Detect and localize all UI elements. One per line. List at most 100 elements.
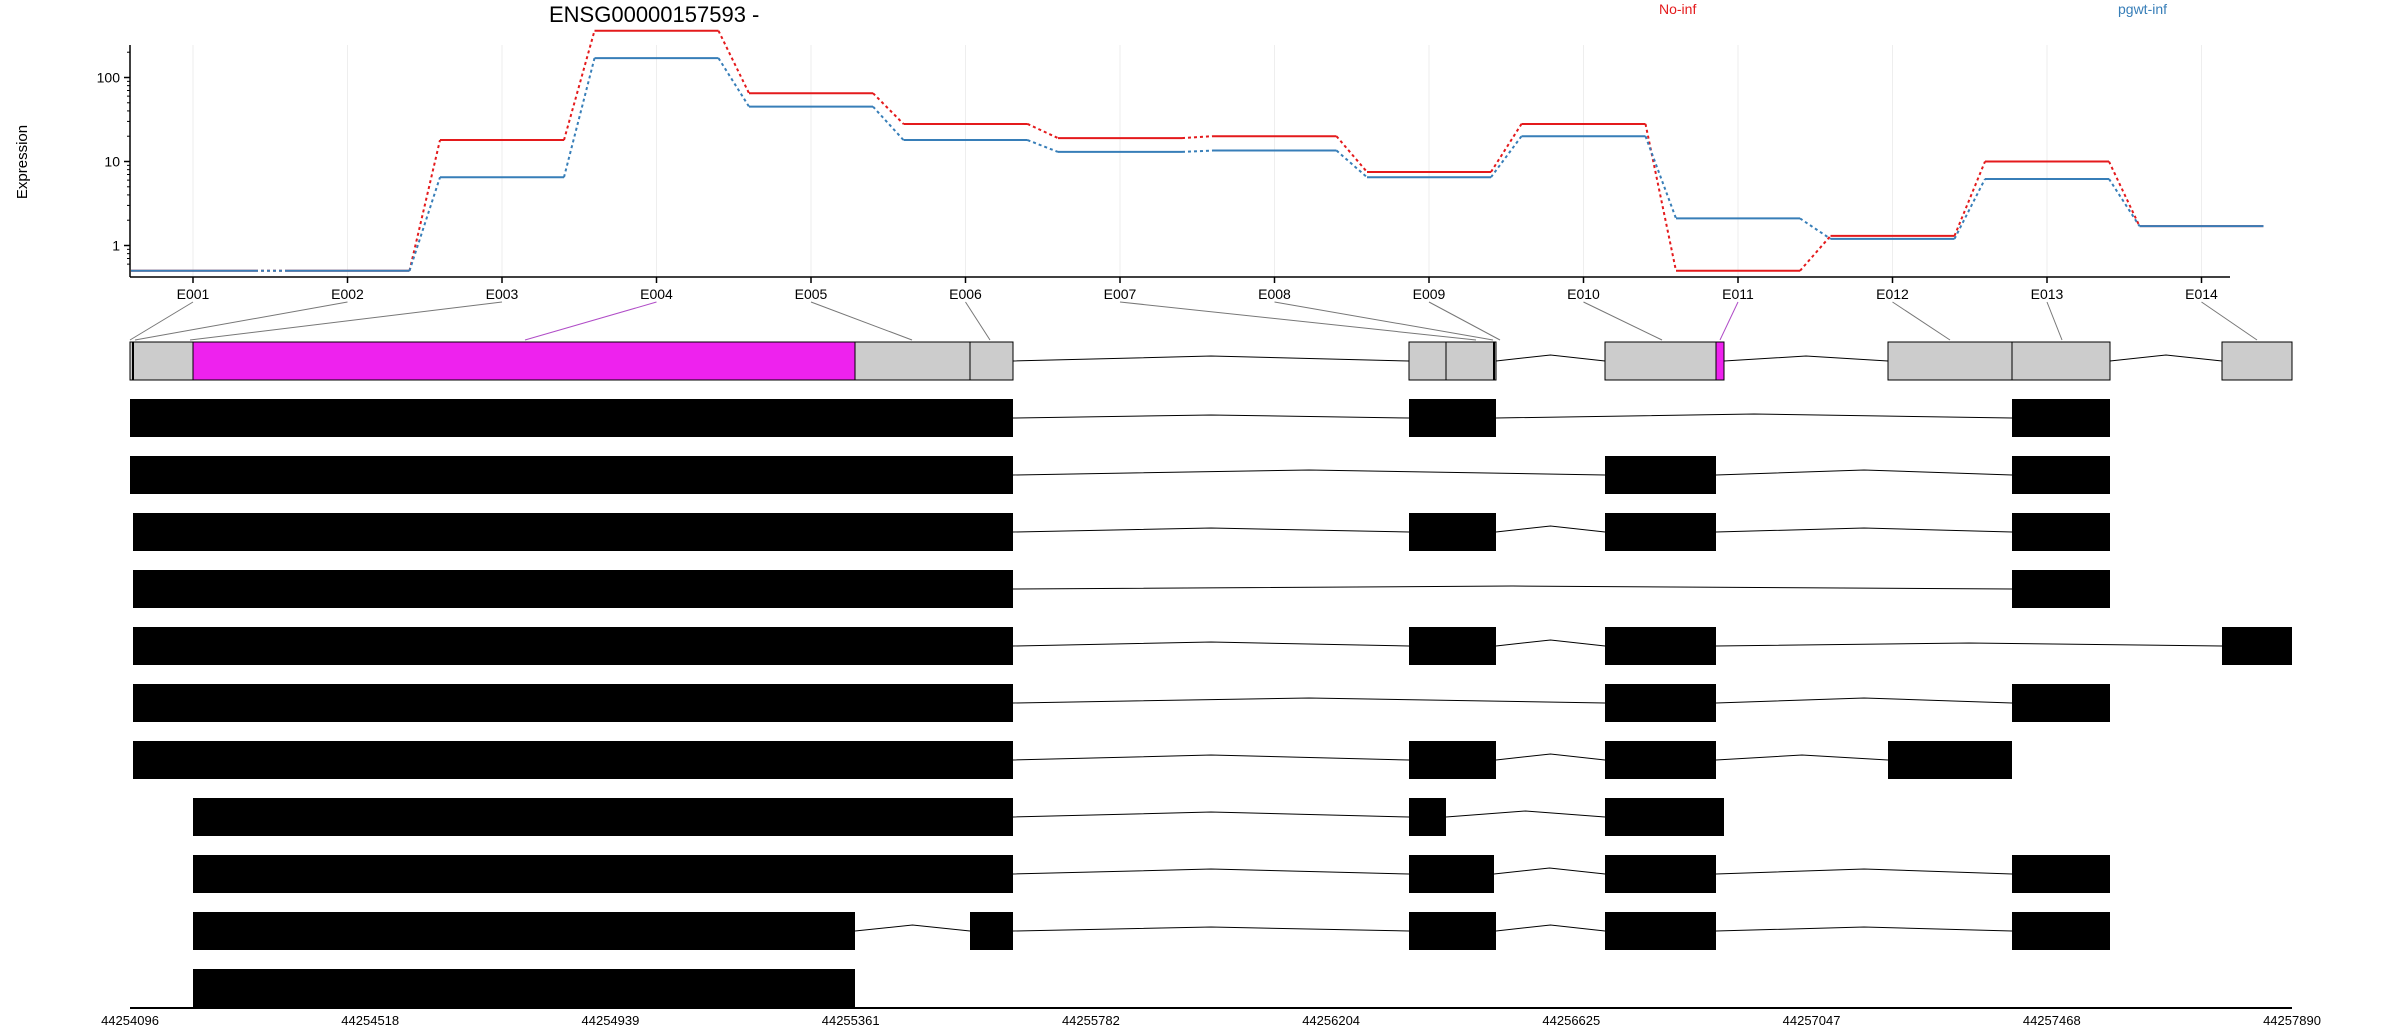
genomic-tick-label: 44256204: [1302, 1013, 1360, 1028]
series-connector: [1181, 149, 1213, 153]
transcript-exon: [1605, 684, 1716, 722]
transcript-5: [133, 627, 2292, 665]
transcript-exon: [133, 684, 1013, 722]
exon-bin-rect: [854, 341, 971, 381]
transcript-exon: [1605, 741, 1716, 779]
transcript-exon: [1409, 399, 1496, 437]
transcript-7: [133, 741, 2012, 779]
series-connector: [1953, 178, 1986, 240]
transcript-exon: [133, 741, 1013, 779]
transcript-exon: [1409, 627, 1496, 665]
x-tick-label: E010: [1567, 286, 1600, 302]
transcript-exon: [130, 399, 1013, 437]
genomic-tick-label: 44257890: [2263, 1013, 2321, 1028]
series-connector: [1181, 135, 1213, 140]
exon-bin-rect: [1408, 341, 1447, 381]
transcript-9: [193, 855, 2110, 893]
genomic-tick-label: 44255782: [1062, 1013, 1120, 1028]
transcript-exon: [133, 627, 1013, 665]
transcripts: [130, 399, 2292, 1007]
bin-connector-E007: [1119, 301, 1477, 341]
series-connector: [1490, 123, 1523, 173]
transcript-exon: [1409, 855, 1494, 893]
intron-line: [1012, 527, 1410, 533]
gene-model: [129, 341, 2293, 381]
transcript-exon: [133, 570, 1013, 608]
genomic-tick-label: 44254939: [582, 1013, 640, 1028]
series-connector: [872, 92, 905, 125]
transcript-2: [130, 456, 2110, 494]
bin-connector-E014: [2201, 301, 2258, 341]
exon-bin-rect: [1445, 341, 1497, 381]
exon-bin-rect: [1887, 341, 2013, 381]
series-connector: [1335, 135, 1368, 173]
intron-line: [1012, 585, 2013, 590]
transcript-6: [133, 684, 2110, 722]
x-tick-label: E002: [331, 286, 364, 302]
bin-connector-E002: [134, 301, 348, 341]
transcript-exon: [193, 855, 1013, 893]
intron-line: [1715, 469, 2013, 476]
bin-connector-E005: [810, 301, 913, 341]
bin-connector-E012: [1892, 301, 1951, 341]
transcript-exon: [2012, 855, 2110, 893]
transcript-exon: [2012, 399, 2110, 437]
genomic-tick-label: 44255361: [822, 1013, 880, 1028]
bin-connector-E009: [1428, 301, 1501, 341]
intron-line: [1715, 926, 2013, 932]
plot-grid: [192, 45, 2202, 277]
x-tick-label: E007: [1104, 286, 1137, 302]
series-connector: [563, 57, 596, 178]
bin-connector-E011: [1719, 301, 1739, 341]
transcript-exon: [2012, 570, 2110, 608]
transcript-8: [193, 798, 1724, 836]
plot-lines: [131, 29, 2264, 272]
y-tick-label: 10: [104, 154, 120, 170]
series-connector: [1644, 135, 1677, 219]
x-tick-label: E001: [177, 286, 210, 302]
transcript-exon: [193, 798, 1013, 836]
bin-connector-E010: [1583, 301, 1663, 341]
series-connector: [2108, 178, 2141, 227]
exon-bin-rect: [2221, 341, 2293, 381]
transcript-exon: [2012, 513, 2110, 551]
intron-line: [1493, 867, 1606, 875]
bin-connector-E003: [189, 301, 503, 341]
genomic-tick-label: 44254096: [101, 1013, 159, 1028]
series-connector: [1953, 161, 1986, 237]
intron-line: [1715, 642, 2223, 647]
intron-line: [1495, 354, 1606, 362]
series-connector: [1335, 149, 1368, 178]
intron-line: [854, 924, 971, 932]
transcript-exon: [1605, 456, 1716, 494]
series-connector: [872, 105, 905, 141]
exon-bin-rect: [192, 341, 856, 381]
intron-line: [1495, 639, 1606, 647]
series-connector: [1799, 217, 1832, 240]
intron-line: [1445, 810, 1606, 818]
transcript-exon: [1409, 513, 1496, 551]
intron-line: [1012, 641, 1410, 647]
intron-line: [1715, 527, 2013, 533]
exon-connectors: [129, 301, 2258, 341]
transcript-11: [193, 969, 855, 1007]
y-axis-label: Expression: [14, 125, 31, 199]
x-tick-label: E003: [486, 286, 519, 302]
intron-line: [1495, 413, 2013, 419]
series-connector: [408, 139, 441, 272]
transcript-exon: [1409, 741, 1496, 779]
transcript-exon: [1605, 798, 1724, 836]
transcript-exon: [130, 456, 1013, 494]
transcript-10: [193, 912, 2110, 950]
intron-line: [1495, 525, 1606, 533]
intron-line: [1012, 926, 1410, 932]
series-connector: [408, 176, 441, 272]
transcript-1: [130, 399, 2110, 437]
intron-line: [1495, 924, 1606, 932]
x-tick-label: E011: [1722, 286, 1754, 302]
intron-line: [1012, 754, 1410, 761]
series-connector: [717, 57, 750, 108]
x-tick-label: E004: [640, 286, 673, 302]
transcript-exon: [2012, 912, 2110, 950]
